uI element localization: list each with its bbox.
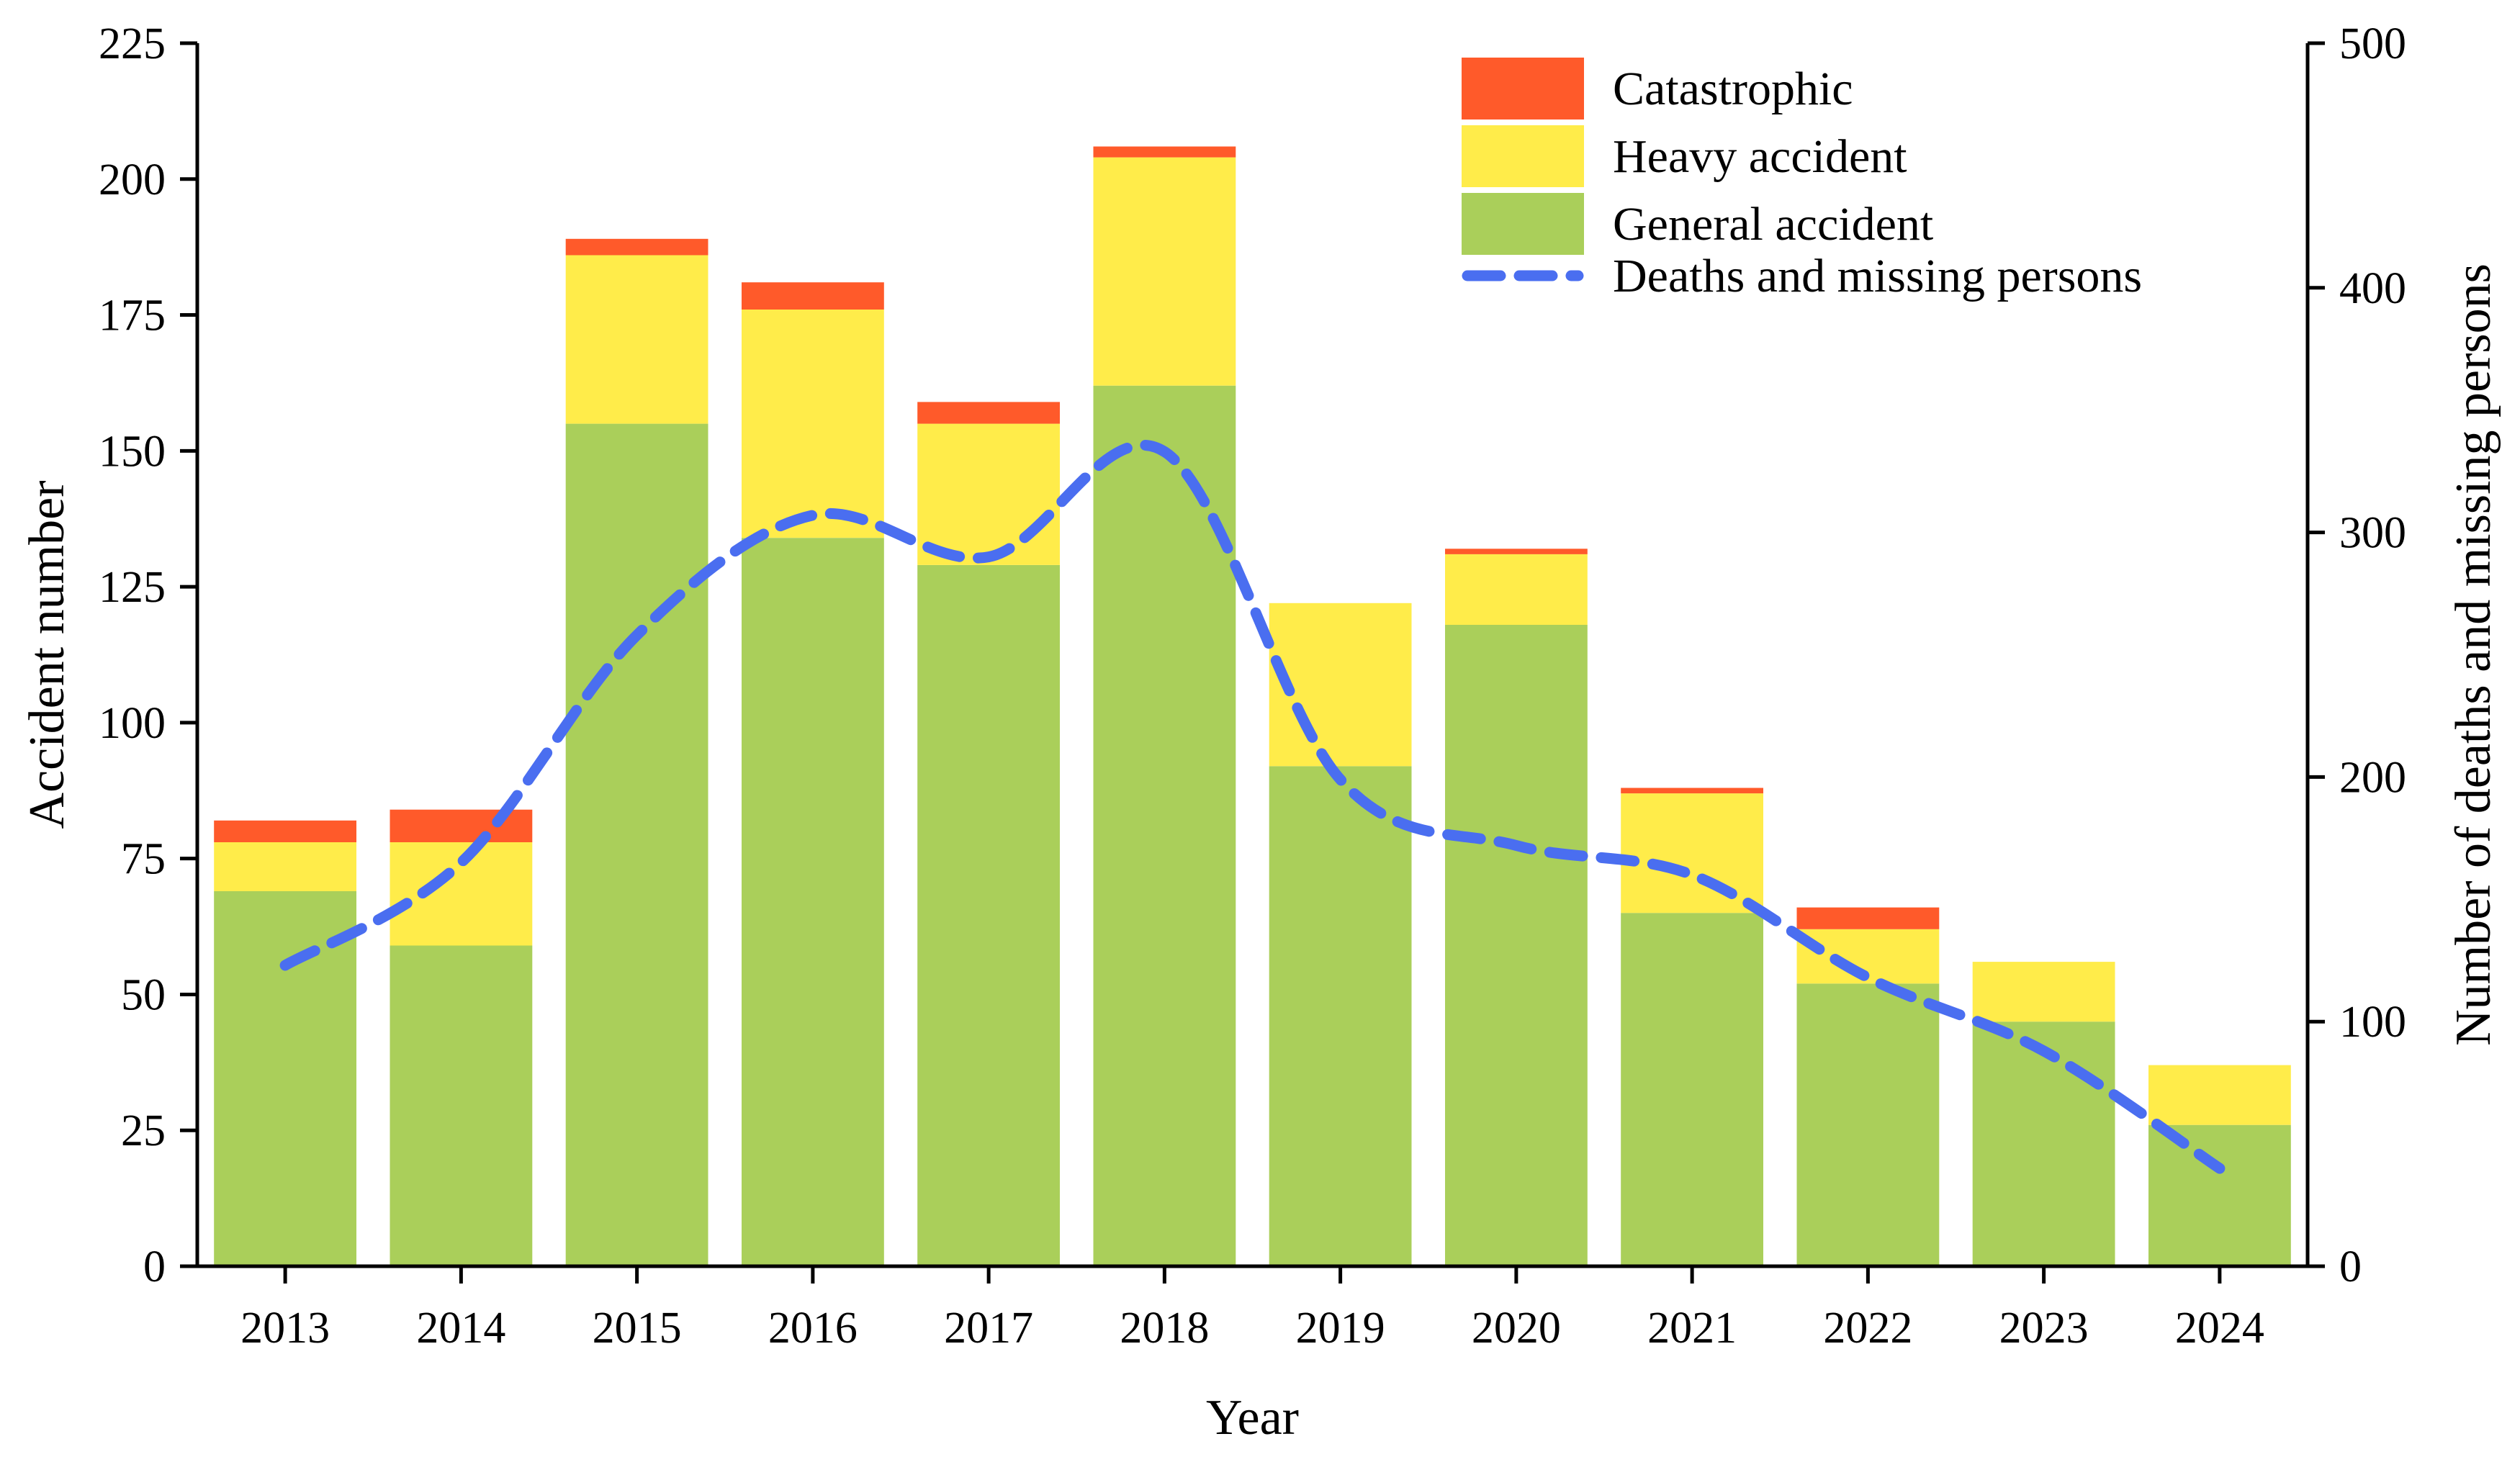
legend-label-general-accident: General accident xyxy=(1613,198,1933,251)
line-point-2020 xyxy=(1516,845,1517,847)
line-point-2021 xyxy=(1691,874,1693,875)
bar-heavy-accident-2020 xyxy=(1445,554,1588,625)
bar-general-accident-2020 xyxy=(1445,625,1588,1266)
y-tick-label-175: 175 xyxy=(99,292,166,340)
legend-label-deaths-and-missing-persons: Deaths and missing persons xyxy=(1613,250,2142,302)
bar-general-accident-2023 xyxy=(1972,1021,2115,1266)
x-tick-label-2024: 2024 xyxy=(2175,1304,2264,1353)
bar-catastrophic-2018 xyxy=(1093,146,1236,158)
bar-heavy-accident-2021 xyxy=(1621,793,1763,914)
y-tick-label-225: 225 xyxy=(99,19,166,68)
y-tick-label-150: 150 xyxy=(99,427,166,476)
x-axis-title: Year xyxy=(1206,1390,1299,1445)
line-point-2015 xyxy=(636,634,638,636)
line-group xyxy=(279,440,2226,1174)
axes-group: 0 25 50 75 100 125 150 175 200 225 0 100 200 300 400 50… xyxy=(19,19,2501,1445)
x-tick-label-2022: 2022 xyxy=(1823,1304,1912,1353)
y-tick-label-50: 50 xyxy=(121,970,166,1019)
y-tick-label-200: 200 xyxy=(99,155,166,204)
legend-swatch-catastrophic xyxy=(1462,58,1584,119)
bar-catastrophic-2015 xyxy=(565,238,708,256)
bar-catastrophic-2021 xyxy=(1621,788,1763,794)
bar-general-accident-2017 xyxy=(917,564,1060,1266)
bar-catastrophic-2020 xyxy=(1445,549,1588,554)
bar-catastrophic-2013 xyxy=(214,820,356,842)
y-axis-title: Accident number xyxy=(19,481,75,829)
line-point-2018 xyxy=(1164,451,1165,453)
bar-general-accident-2021 xyxy=(1621,913,1763,1266)
y-tick-label-25: 25 xyxy=(121,1106,166,1155)
x-tick-label-2019: 2019 xyxy=(1296,1304,1385,1353)
bars-group xyxy=(214,146,2291,1267)
line-point-2014 xyxy=(460,862,462,863)
x-tick-label-2015: 2015 xyxy=(593,1304,682,1353)
bar-general-accident-2019 xyxy=(1269,766,1412,1266)
line-point-2022 xyxy=(1867,977,1868,978)
bar-heavy-accident-2013 xyxy=(214,842,356,891)
x-tick-label-2016: 2016 xyxy=(768,1304,858,1353)
bar-catastrophic-2016 xyxy=(742,282,884,310)
bar-general-accident-2014 xyxy=(390,945,533,1266)
legend-label-catastrophic: Catastrophic xyxy=(1613,63,1853,115)
y2-axis-title: Number of deaths and missing persons xyxy=(2446,263,2501,1046)
legend-swatch-general-accident xyxy=(1462,193,1584,255)
y2-tick-label-400: 400 xyxy=(2339,264,2406,313)
x-tick-label-2013: 2013 xyxy=(240,1304,330,1353)
y2-tick-label-200: 200 xyxy=(2339,753,2406,802)
bar-general-accident-2013 xyxy=(214,891,356,1266)
x-tick-label-2018: 2018 xyxy=(1120,1304,1209,1353)
bar-catastrophic-2014 xyxy=(390,809,533,842)
bar-catastrophic-2022 xyxy=(1796,907,1940,929)
line-point-2019 xyxy=(1340,779,1341,780)
bar-heavy-accident-2017 xyxy=(917,423,1060,565)
bar-heavy-accident-2015 xyxy=(565,255,708,424)
x-tick-label-2020: 2020 xyxy=(1472,1304,1561,1353)
y2-tick-label-0: 0 xyxy=(2339,1242,2362,1291)
y-tick-label-75: 75 xyxy=(121,835,166,884)
y2-tick-label-100: 100 xyxy=(2339,998,2406,1047)
y-tick-label-125: 125 xyxy=(99,563,166,612)
x-tick-label-2014: 2014 xyxy=(416,1304,505,1353)
y2-tick-label-300: 300 xyxy=(2339,509,2406,558)
bar-catastrophic-2017 xyxy=(917,402,1060,424)
x-tick-label-2017: 2017 xyxy=(944,1304,1033,1353)
line-point-2013 xyxy=(284,965,286,966)
bar-general-accident-2024 xyxy=(2148,1124,2291,1266)
bar-heavy-accident-2024 xyxy=(2148,1065,2291,1125)
bar-heavy-accident-2019 xyxy=(1269,603,1412,767)
y2-tick-label-500: 500 xyxy=(2339,19,2406,68)
line-point-2016 xyxy=(812,515,814,516)
bar-heavy-accident-2023 xyxy=(1972,962,2115,1022)
line-point-2024 xyxy=(2219,1168,2220,1169)
line-point-2023 xyxy=(2043,1050,2045,1052)
bar-general-accident-2015 xyxy=(565,423,708,1266)
y-tick-label-100: 100 xyxy=(99,699,166,748)
line-deaths-and-missing-persons xyxy=(279,440,2226,1174)
x-tick-label-2021: 2021 xyxy=(1647,1304,1737,1353)
legend: Catastrophic Heavy accident General accide… xyxy=(1462,58,2142,302)
line-point-2017 xyxy=(988,556,989,558)
bar-heavy-accident-2016 xyxy=(742,310,884,538)
y-tick-label-0: 0 xyxy=(143,1242,166,1291)
bar-general-accident-2018 xyxy=(1093,385,1236,1267)
x-tick-label-2023: 2023 xyxy=(1999,1304,2089,1353)
legend-swatch-heavy-accident xyxy=(1462,125,1584,187)
bar-general-accident-2016 xyxy=(742,538,884,1266)
legend-label-heavy-accident: Heavy accident xyxy=(1613,130,1907,183)
bar-heavy-accident-2018 xyxy=(1093,157,1236,386)
bar-general-accident-2022 xyxy=(1796,983,1940,1266)
